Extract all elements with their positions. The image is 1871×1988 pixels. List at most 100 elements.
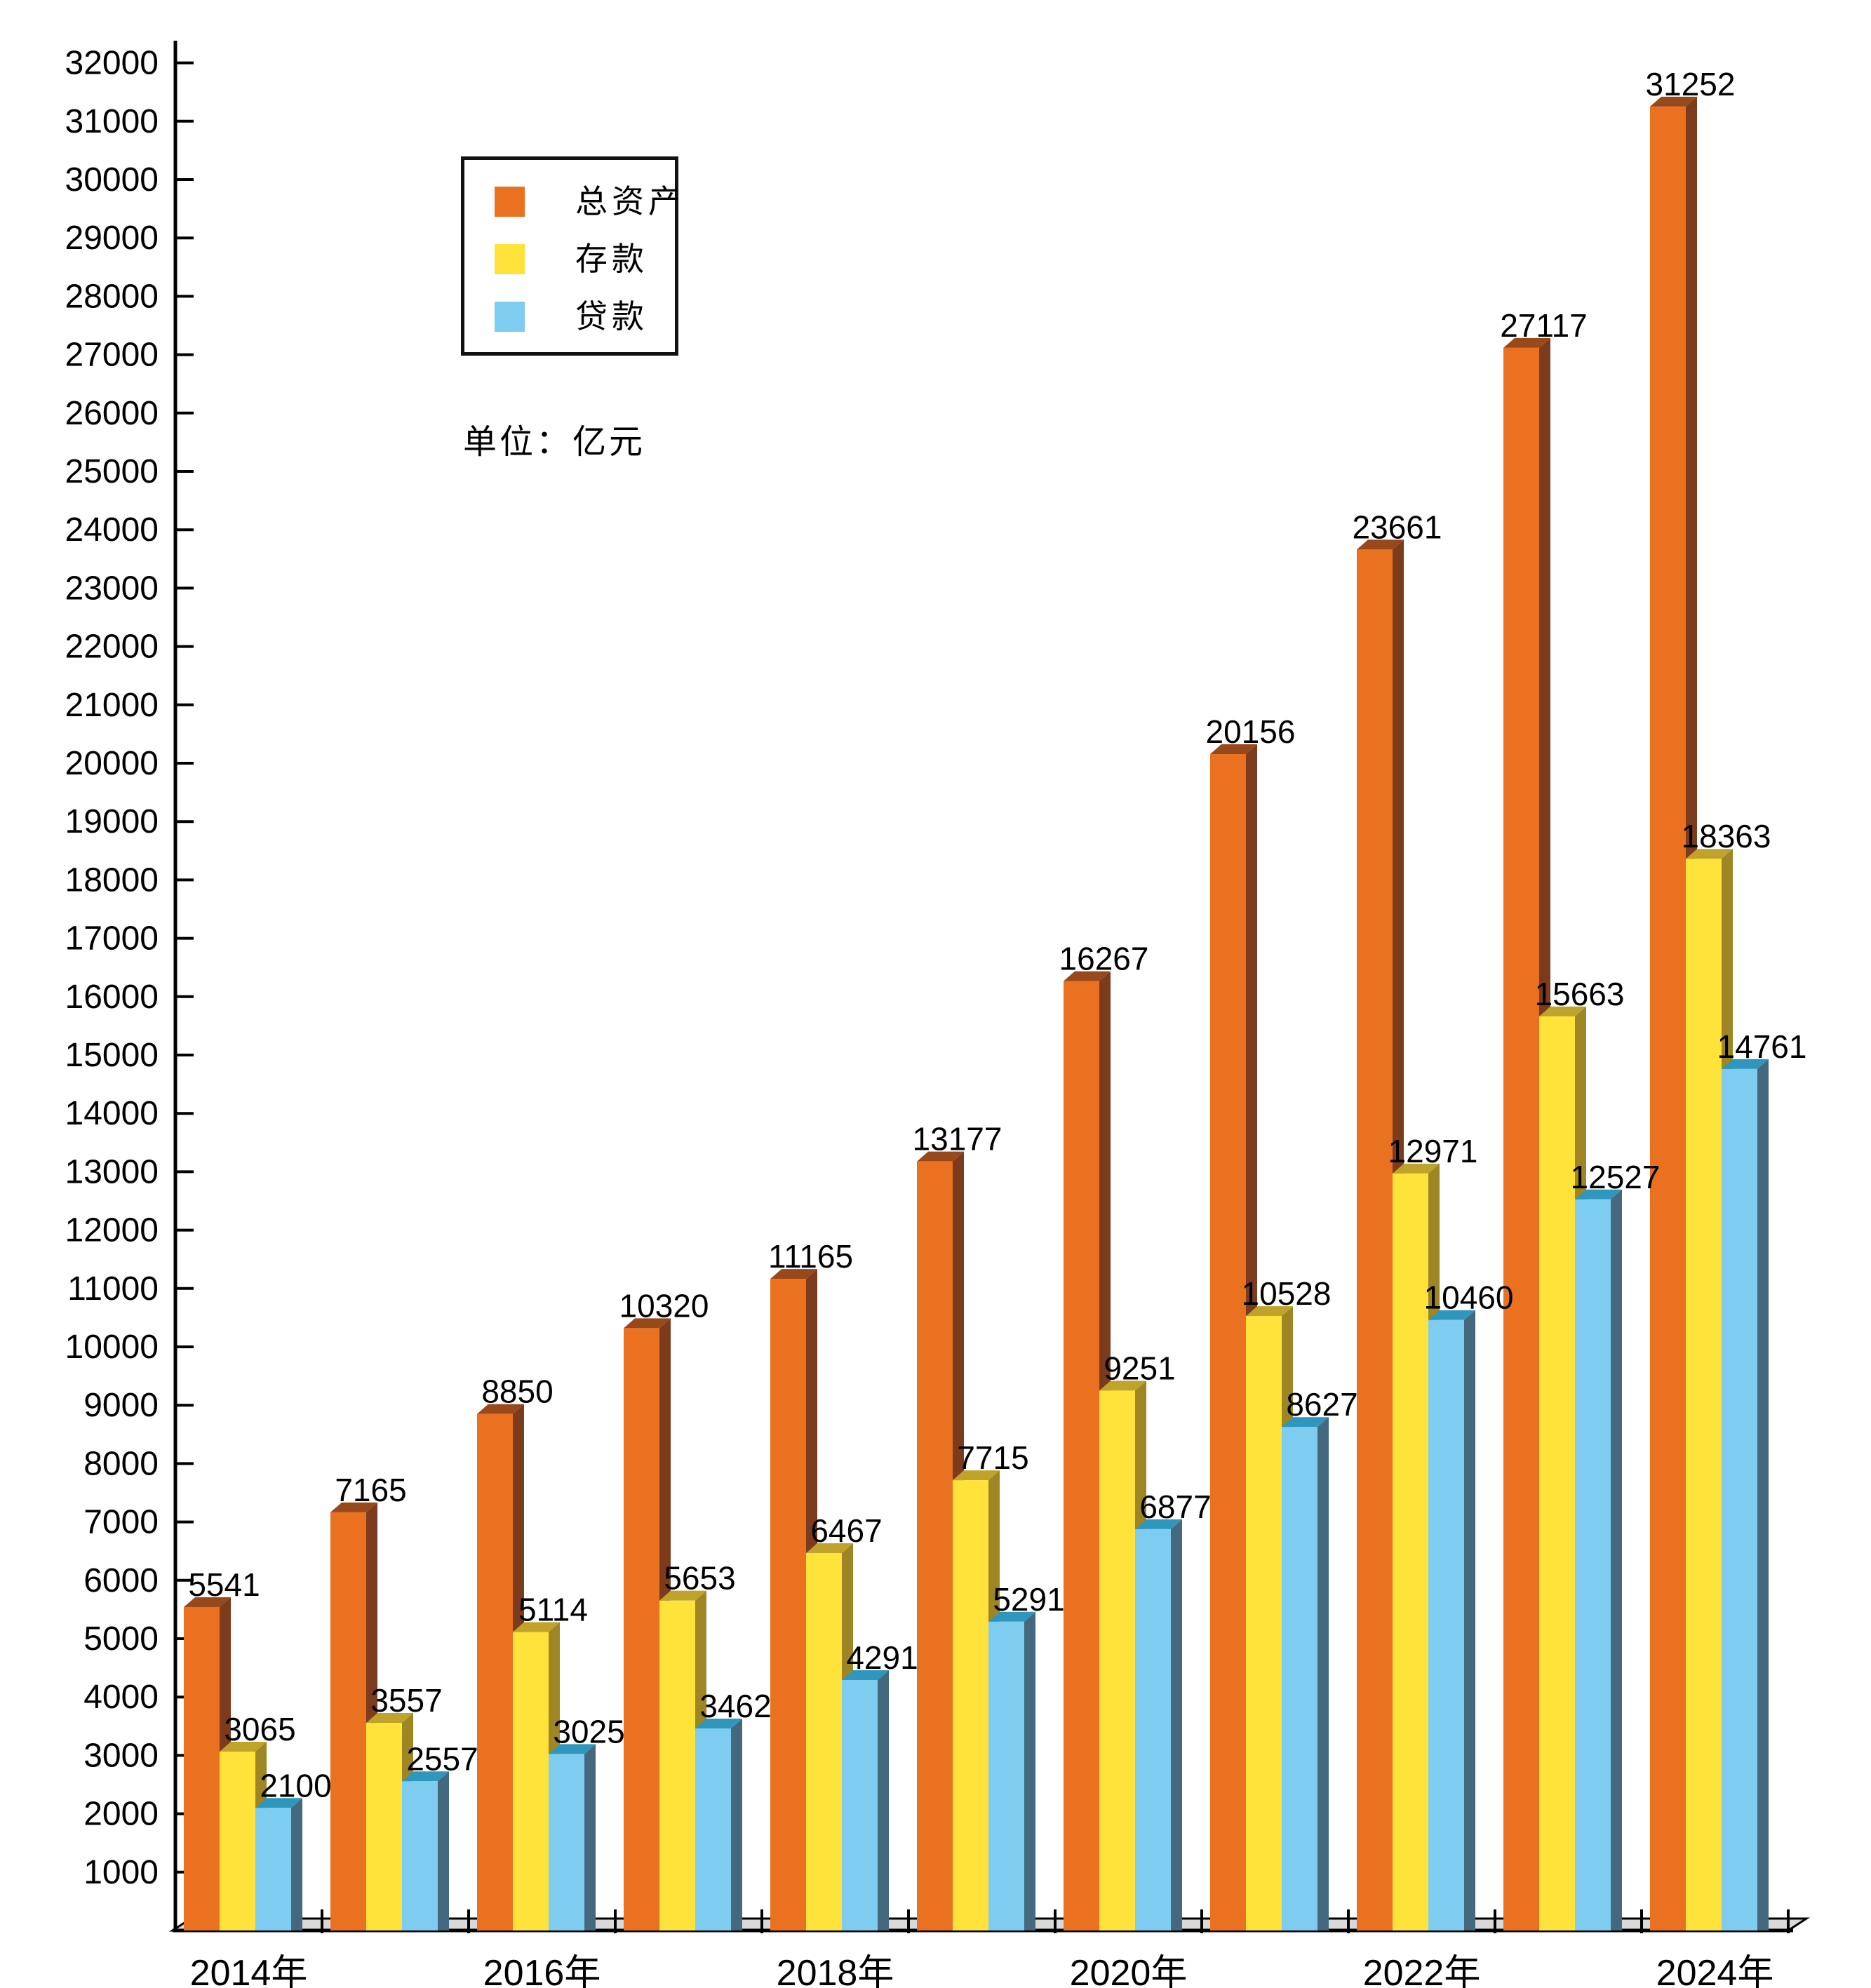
bar-front-总资产-2014年 xyxy=(184,1606,220,1930)
bar-top xyxy=(1210,744,1257,755)
y-tick-label: 23000 xyxy=(65,570,159,607)
bar-top xyxy=(917,1151,964,1162)
bar-top xyxy=(1575,1189,1622,1200)
bar-value-label: 3557 xyxy=(370,1682,442,1719)
y-tick-label: 7000 xyxy=(83,1504,159,1541)
legend-swatch-loans xyxy=(495,302,525,332)
bar-top xyxy=(366,1713,413,1724)
bar-side xyxy=(1317,1417,1329,1930)
y-tick-label: 5000 xyxy=(83,1620,159,1658)
bar-top xyxy=(1064,971,1111,981)
bar-front-总资产-2016年 xyxy=(477,1413,513,1930)
bar-side xyxy=(878,1670,889,1930)
bar-front-贷款-2024年 xyxy=(1722,1068,1757,1930)
bar-value-label: 12527 xyxy=(1571,1159,1661,1195)
y-tick-label: 30000 xyxy=(65,161,159,199)
bar-top xyxy=(1246,1306,1293,1317)
bar-value-label: 5653 xyxy=(664,1560,735,1597)
bar-top xyxy=(1722,1059,1769,1069)
y-tick-label: 22000 xyxy=(65,629,159,666)
x-category-label: 2022年 xyxy=(1363,1953,1481,1988)
bar-top xyxy=(988,1611,1035,1622)
y-tick-label: 21000 xyxy=(65,687,159,724)
bar-value-label: 3025 xyxy=(553,1713,624,1749)
legend-swatch-deposits xyxy=(495,244,525,274)
bar-value-label: 9251 xyxy=(1104,1350,1175,1386)
x-category-label: 2024年 xyxy=(1656,1953,1774,1988)
unit-note: 单位：亿元 xyxy=(463,424,646,461)
legend-swatch-total-assets xyxy=(495,187,525,217)
y-tick-label: 1000 xyxy=(83,1854,159,1891)
bar-front-总资产-2020年 xyxy=(1064,981,1099,1930)
bar-top xyxy=(1539,1006,1586,1016)
bar-front-贷款-2017年 xyxy=(695,1728,731,1930)
bar-value-label: 3462 xyxy=(699,1688,771,1724)
bar-top xyxy=(477,1404,524,1414)
bar-value-label: 10528 xyxy=(1242,1275,1332,1312)
y-tick-label: 16000 xyxy=(65,979,159,1016)
bar-front-存款-2015年 xyxy=(366,1723,402,1930)
bar-value-label: 8627 xyxy=(1286,1386,1357,1423)
bar-front-总资产-2021年 xyxy=(1210,754,1246,1930)
y-tick-label: 27000 xyxy=(65,337,159,374)
bar-top xyxy=(184,1597,231,1607)
bar-value-label: 5291 xyxy=(993,1581,1064,1618)
bar-top xyxy=(330,1502,377,1512)
bar-value-label: 2557 xyxy=(406,1740,478,1777)
bar-value-label: 15663 xyxy=(1535,976,1625,1012)
bar-value-label: 13177 xyxy=(913,1121,1002,1157)
bar-side xyxy=(1611,1189,1622,1930)
legend-label-loans: 贷款 xyxy=(575,298,648,335)
bar-value-label: 16267 xyxy=(1059,941,1149,977)
bar-top xyxy=(1428,1310,1475,1320)
bar-top xyxy=(659,1590,706,1601)
y-tick-label: 29000 xyxy=(65,220,159,257)
bar-front-贷款-2016年 xyxy=(549,1754,584,1930)
bar-value-label: 10320 xyxy=(619,1287,709,1324)
y-tick-label: 24000 xyxy=(65,511,159,549)
bar-front-存款-2021年 xyxy=(1246,1316,1282,1930)
legend-item-deposits: 存款 xyxy=(495,241,648,277)
bar-side xyxy=(438,1771,449,1930)
legend-label-total-assets: 总资产 xyxy=(575,183,685,220)
y-tick-label: 8000 xyxy=(83,1445,159,1482)
bar-front-存款-2022年 xyxy=(1393,1173,1428,1930)
bar-top xyxy=(402,1771,449,1782)
bar-value-label: 31252 xyxy=(1646,66,1736,102)
x-category-label: 2014年 xyxy=(190,1953,308,1988)
x-category-label: 2020年 xyxy=(1070,1953,1188,1988)
bar-top xyxy=(549,1744,596,1754)
bar-side xyxy=(1024,1611,1035,1930)
bar-top xyxy=(1135,1519,1182,1529)
bar-front-存款-2024年 xyxy=(1686,859,1722,1930)
x-category-label: 2018年 xyxy=(777,1953,894,1988)
y-tick-label: 2000 xyxy=(83,1796,159,1833)
bar-front-贷款-2019年 xyxy=(988,1621,1024,1930)
y-tick-label: 31000 xyxy=(65,103,159,140)
legend: 总资产 存款 贷款 xyxy=(461,156,680,356)
bar-top xyxy=(842,1670,889,1680)
bar-value-label: 10460 xyxy=(1424,1280,1514,1316)
bar-side xyxy=(1757,1059,1769,1930)
bar-front-存款-2018年 xyxy=(806,1552,842,1930)
bar-value-label: 4291 xyxy=(846,1639,918,1676)
bar-side xyxy=(731,1718,742,1930)
bar-top xyxy=(1099,1381,1146,1391)
bar-top xyxy=(1393,1163,1440,1174)
bar-value-label: 14761 xyxy=(1717,1028,1807,1065)
legend-label-deposits: 存款 xyxy=(575,241,648,277)
y-tick-label: 13000 xyxy=(65,1153,159,1190)
bar-front-贷款-2023年 xyxy=(1575,1199,1611,1930)
bar-value-label: 7165 xyxy=(335,1472,406,1508)
bar-front-总资产-2017年 xyxy=(624,1328,659,1930)
bar-front-贷款-2015年 xyxy=(402,1781,438,1930)
bar-top xyxy=(1686,849,1733,859)
y-tick-label: 25000 xyxy=(65,453,159,490)
bar-top xyxy=(513,1622,560,1632)
bar-side xyxy=(1171,1519,1182,1930)
bar-front-贷款-2018年 xyxy=(842,1679,878,1930)
y-tick-label: 26000 xyxy=(65,395,159,432)
y-tick-label: 19000 xyxy=(65,803,159,840)
bar-top xyxy=(1282,1417,1329,1428)
bar-value-label: 23661 xyxy=(1353,509,1442,545)
